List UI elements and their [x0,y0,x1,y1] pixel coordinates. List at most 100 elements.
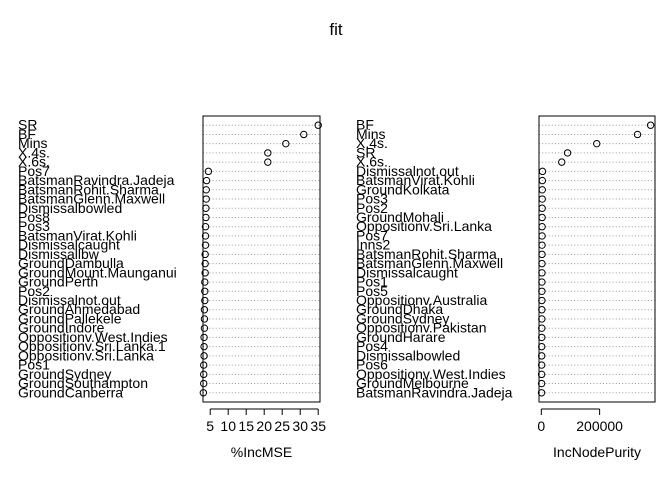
data-point [537,379,546,388]
data-point [200,352,208,360]
data-point [537,352,546,360]
category-label: Dismissalnot.out [18,292,121,308]
plot-frame [538,115,656,403]
data-point [201,223,210,231]
category-label: Pos5 [356,283,388,299]
category-label: Oppositionv.Australia [356,292,487,308]
category-label: GroundKolkata [356,181,450,197]
data-point [200,333,208,342]
category-label: X.4s. [356,135,388,151]
x-tick-label: 10 [220,418,236,434]
category-label: Inns2 [356,237,390,253]
category-label: GroundAhmedabad [18,301,140,317]
data-point [264,149,272,157]
data-point [537,370,546,379]
category-label: Pos3 [356,191,388,207]
data-point [200,361,208,369]
x-tick-label: 15 [238,418,254,434]
x-tick-label: 35 [310,418,326,434]
x-tick-label: 25 [274,418,290,434]
plot-frame [202,115,321,403]
category-label: Oppositionv.Sri.Lanka [18,347,154,363]
data-point [201,259,209,268]
importance-panel-purity: BFMinsX.4s.SRX.6s.Dismissalnot.outBatsma… [356,115,656,460]
data-point [282,139,290,148]
category-label: Oppositionv.West.Indies [356,366,506,382]
data-point [200,306,209,314]
category-label: BatsmanRohit.Sharma [356,246,497,262]
category-label: BatsmanRohit.Sharma [18,181,159,197]
category-label: BatsmanVirat.Kohli [18,227,137,243]
category-label: BatsmanVirat.Kohli [356,172,475,188]
data-point [646,121,655,129]
category-label: GroundCanberra [18,384,123,400]
category-label: BatsmanGlenn.Maxwell [356,255,503,271]
category-label: Pos8 [18,209,50,225]
data-point [537,361,546,369]
category-label: Pos2 [18,283,50,299]
category-label: GroundMohali [356,209,444,225]
category-label: BF [18,126,36,142]
category-label: Oppositionv.Sri.Lanka [356,218,492,234]
data-point [201,232,210,240]
data-point [633,130,642,139]
x-tick-label: 30 [292,418,308,434]
category-label: Oppositionv.Sri.Lanka.1 [18,338,166,354]
data-point [201,241,210,249]
category-label: BF [356,117,374,133]
data-point [200,342,208,351]
category-label: Pos4 [356,338,388,354]
category-label: X.6s. [18,154,50,170]
category-label: SR [356,144,375,160]
category-label: BatsmanRavindra.Jadeja [356,384,513,400]
category-label: Dismissalnot.out [356,163,459,179]
category-label: Mins [356,126,386,142]
category-label: GroundIndore [18,320,105,336]
category-label: GroundSouthampton [18,375,148,391]
data-point [593,139,601,148]
category-label: GroundDambulla [18,255,124,271]
data-point [200,315,209,323]
category-label: Oppositionv.Pakistan [356,320,486,336]
category-label: Pos3 [18,218,50,234]
category-label: GroundSydney [356,310,449,326]
category-label: Mins [18,135,48,151]
category-label: BatsmanRavindra.Jadeja [18,172,175,188]
importance-panel-mse: SRBFMinsX.4s.X.6s.Pos7BatsmanRavindra.Ja… [18,115,326,460]
category-label: Oppositionv.West.Indies [18,329,168,345]
x-tick-label: 5 [206,418,214,434]
category-label: Dismissalbowled [18,200,122,216]
category-label: X.4s. [18,144,50,160]
category-label: GroundPerth [18,274,98,290]
category-label: BatsmanGlenn.Maxwell [18,191,165,207]
category-label: Dismissalcaught [356,264,458,280]
category-label: GroundMelbourne [356,375,469,391]
category-label: Dismissalbowled [356,347,460,363]
plot-title: fit [329,20,343,39]
category-label: Pos1 [18,357,50,373]
data-point [201,269,209,277]
data-point [200,324,209,332]
data-point [314,121,322,129]
data-point [200,370,208,379]
x-tick-label: 200000 [576,418,623,434]
data-point [264,158,272,166]
data-point [201,287,209,295]
x-axis-label: %IncMSE [231,444,292,460]
category-label: SR [18,117,37,133]
category-label: Dismissallbw [18,246,100,262]
category-label: Pos1 [356,274,388,290]
category-label: Dismissalcaught [18,237,120,253]
category-label: GroundHarare [356,329,446,345]
category-label: Pos7 [356,227,388,243]
category-label: GroundSydney [18,366,111,382]
data-point [201,250,209,259]
category-label: Pos6 [356,357,388,373]
data-point [558,158,566,166]
data-point [204,167,213,176]
x-tick-label: 20 [256,418,272,434]
category-label: Pos2 [356,200,388,216]
category-label: Pos7 [18,163,50,179]
data-point [200,379,208,388]
